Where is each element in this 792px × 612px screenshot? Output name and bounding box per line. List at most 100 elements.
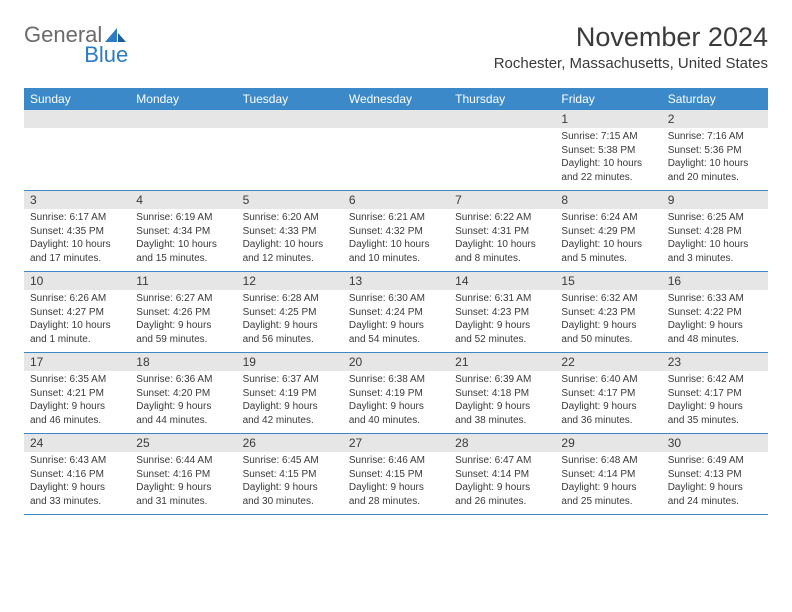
day-number: 23 <box>662 353 768 371</box>
day-cell: Sunrise: 6:32 AMSunset: 4:23 PMDaylight:… <box>555 290 661 352</box>
sunrise-text: Sunrise: 6:37 AM <box>243 373 337 387</box>
day-header: Friday <box>555 88 661 110</box>
sunset-text: Sunset: 4:26 PM <box>136 306 230 320</box>
daylight-text: Daylight: 9 hours and 30 minutes. <box>243 481 337 508</box>
day-cell: Sunrise: 6:33 AMSunset: 4:22 PMDaylight:… <box>662 290 768 352</box>
day-cell: Sunrise: 6:45 AMSunset: 4:15 PMDaylight:… <box>237 452 343 514</box>
sunset-text: Sunset: 4:21 PM <box>30 387 124 401</box>
day-number <box>24 110 130 128</box>
title-block: November 2024 Rochester, Massachusetts, … <box>494 22 768 72</box>
sunrise-text: Sunrise: 6:46 AM <box>349 454 443 468</box>
day-cell: Sunrise: 6:24 AMSunset: 4:29 PMDaylight:… <box>555 209 661 271</box>
sunrise-text: Sunrise: 6:42 AM <box>668 373 762 387</box>
sunrise-text: Sunrise: 6:25 AM <box>668 211 762 225</box>
sunrise-text: Sunrise: 7:16 AM <box>668 130 762 144</box>
sunrise-text: Sunrise: 6:49 AM <box>668 454 762 468</box>
daylight-text: Daylight: 9 hours and 56 minutes. <box>243 319 337 346</box>
day-number <box>449 110 555 128</box>
daylight-text: Daylight: 10 hours and 12 minutes. <box>243 238 337 265</box>
day-number: 30 <box>662 434 768 452</box>
daylight-text: Daylight: 10 hours and 22 minutes. <box>561 157 655 184</box>
day-cell: Sunrise: 6:44 AMSunset: 4:16 PMDaylight:… <box>130 452 236 514</box>
sunset-text: Sunset: 4:34 PM <box>136 225 230 239</box>
day-number: 24 <box>24 434 130 452</box>
sunrise-text: Sunrise: 6:36 AM <box>136 373 230 387</box>
sunrise-text: Sunrise: 6:19 AM <box>136 211 230 225</box>
day-number: 16 <box>662 272 768 290</box>
day-cell: Sunrise: 6:48 AMSunset: 4:14 PMDaylight:… <box>555 452 661 514</box>
daylight-text: Daylight: 10 hours and 20 minutes. <box>668 157 762 184</box>
day-number: 11 <box>130 272 236 290</box>
daylight-text: Daylight: 9 hours and 26 minutes. <box>455 481 549 508</box>
day-cell: Sunrise: 7:16 AMSunset: 5:36 PMDaylight:… <box>662 128 768 190</box>
sunset-text: Sunset: 4:17 PM <box>668 387 762 401</box>
sunrise-text: Sunrise: 6:30 AM <box>349 292 443 306</box>
day-number: 6 <box>343 191 449 209</box>
calendar-weeks: 12Sunrise: 7:15 AMSunset: 5:38 PMDayligh… <box>24 110 768 515</box>
daylight-text: Daylight: 9 hours and 46 minutes. <box>30 400 124 427</box>
sunset-text: Sunset: 4:35 PM <box>30 225 124 239</box>
day-number: 18 <box>130 353 236 371</box>
daylight-text: Daylight: 9 hours and 35 minutes. <box>668 400 762 427</box>
day-cell <box>130 128 236 190</box>
logo: General Blue <box>24 22 128 68</box>
day-cell: Sunrise: 6:38 AMSunset: 4:19 PMDaylight:… <box>343 371 449 433</box>
day-number: 28 <box>449 434 555 452</box>
sunrise-text: Sunrise: 6:39 AM <box>455 373 549 387</box>
sunset-text: Sunset: 5:38 PM <box>561 144 655 158</box>
day-cell <box>24 128 130 190</box>
sunset-text: Sunset: 4:19 PM <box>349 387 443 401</box>
sunset-text: Sunset: 4:15 PM <box>349 468 443 482</box>
day-cell <box>237 128 343 190</box>
sunrise-text: Sunrise: 6:33 AM <box>668 292 762 306</box>
sunset-text: Sunset: 4:14 PM <box>561 468 655 482</box>
daylight-text: Daylight: 9 hours and 38 minutes. <box>455 400 549 427</box>
calendar-week: 17181920212223Sunrise: 6:35 AMSunset: 4:… <box>24 353 768 434</box>
day-cell: Sunrise: 6:28 AMSunset: 4:25 PMDaylight:… <box>237 290 343 352</box>
day-number: 25 <box>130 434 236 452</box>
day-cell: Sunrise: 6:20 AMSunset: 4:33 PMDaylight:… <box>237 209 343 271</box>
calendar-week: 3456789Sunrise: 6:17 AMSunset: 4:35 PMDa… <box>24 191 768 272</box>
day-cell: Sunrise: 6:25 AMSunset: 4:28 PMDaylight:… <box>662 209 768 271</box>
daylight-text: Daylight: 9 hours and 44 minutes. <box>136 400 230 427</box>
daylight-text: Daylight: 10 hours and 10 minutes. <box>349 238 443 265</box>
day-cell: Sunrise: 6:30 AMSunset: 4:24 PMDaylight:… <box>343 290 449 352</box>
day-number: 21 <box>449 353 555 371</box>
sunrise-text: Sunrise: 6:21 AM <box>349 211 443 225</box>
sunset-text: Sunset: 4:19 PM <box>243 387 337 401</box>
daylight-text: Daylight: 9 hours and 25 minutes. <box>561 481 655 508</box>
day-cell <box>343 128 449 190</box>
sunrise-text: Sunrise: 6:44 AM <box>136 454 230 468</box>
day-number: 20 <box>343 353 449 371</box>
daylight-text: Daylight: 9 hours and 33 minutes. <box>30 481 124 508</box>
day-number: 19 <box>237 353 343 371</box>
day-number: 2 <box>662 110 768 128</box>
sunset-text: Sunset: 4:29 PM <box>561 225 655 239</box>
calendar-page: General Blue November 2024 Rochester, Ma… <box>0 0 792 527</box>
daylight-text: Daylight: 10 hours and 3 minutes. <box>668 238 762 265</box>
day-number: 26 <box>237 434 343 452</box>
day-number: 9 <box>662 191 768 209</box>
daylight-text: Daylight: 9 hours and 24 minutes. <box>668 481 762 508</box>
day-cell: Sunrise: 6:39 AMSunset: 4:18 PMDaylight:… <box>449 371 555 433</box>
day-number: 8 <box>555 191 661 209</box>
day-cell: Sunrise: 6:49 AMSunset: 4:13 PMDaylight:… <box>662 452 768 514</box>
location: Rochester, Massachusetts, United States <box>494 55 768 72</box>
sunrise-text: Sunrise: 6:47 AM <box>455 454 549 468</box>
sunset-text: Sunset: 4:33 PM <box>243 225 337 239</box>
sunrise-text: Sunrise: 6:40 AM <box>561 373 655 387</box>
sunset-text: Sunset: 4:23 PM <box>561 306 655 320</box>
day-cell: Sunrise: 6:26 AMSunset: 4:27 PMDaylight:… <box>24 290 130 352</box>
day-number: 27 <box>343 434 449 452</box>
daylight-text: Daylight: 9 hours and 28 minutes. <box>349 481 443 508</box>
daylight-text: Daylight: 10 hours and 1 minute. <box>30 319 124 346</box>
page-header: General Blue November 2024 Rochester, Ma… <box>24 22 768 72</box>
sunset-text: Sunset: 4:27 PM <box>30 306 124 320</box>
day-cell: Sunrise: 6:21 AMSunset: 4:32 PMDaylight:… <box>343 209 449 271</box>
daylight-text: Daylight: 9 hours and 59 minutes. <box>136 319 230 346</box>
sunrise-text: Sunrise: 6:35 AM <box>30 373 124 387</box>
daylight-text: Daylight: 9 hours and 50 minutes. <box>561 319 655 346</box>
sunrise-text: Sunrise: 6:17 AM <box>30 211 124 225</box>
day-number: 29 <box>555 434 661 452</box>
sunrise-text: Sunrise: 6:48 AM <box>561 454 655 468</box>
